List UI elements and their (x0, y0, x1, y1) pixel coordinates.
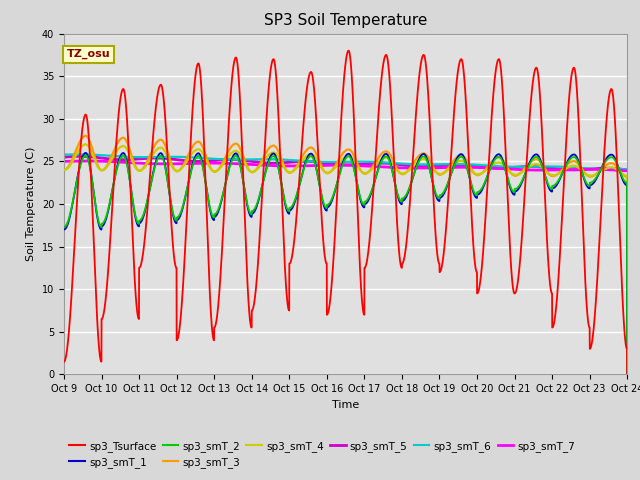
X-axis label: Time: Time (332, 400, 359, 409)
Y-axis label: Soil Temperature (C): Soil Temperature (C) (26, 147, 36, 261)
Legend: sp3_Tsurface, sp3_smT_1, sp3_smT_2, sp3_smT_3, sp3_smT_4, sp3_smT_5, sp3_smT_6, : sp3_Tsurface, sp3_smT_1, sp3_smT_2, sp3_… (69, 441, 575, 468)
Text: TZ_osu: TZ_osu (67, 49, 111, 59)
Title: SP3 Soil Temperature: SP3 Soil Temperature (264, 13, 428, 28)
